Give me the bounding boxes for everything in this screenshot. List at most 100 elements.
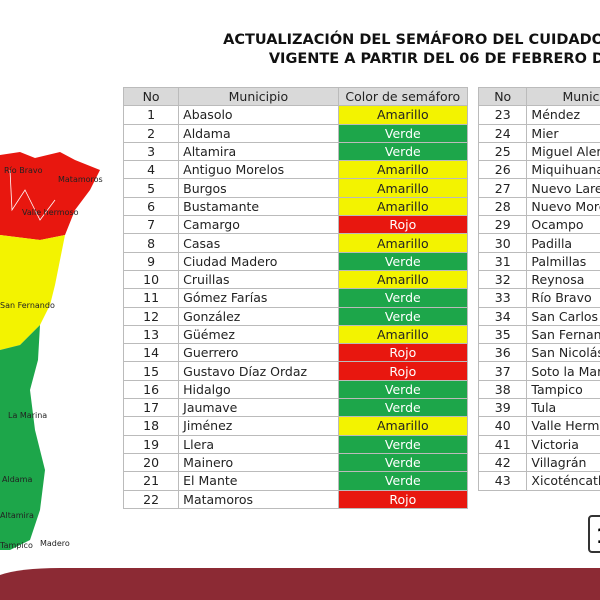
column-header: Municipio bbox=[178, 86, 339, 107]
row-number: 40 bbox=[477, 416, 528, 436]
semaforo: Amarillo bbox=[337, 178, 469, 198]
municipio: Nuevo Morelos bbox=[526, 196, 600, 217]
row-number: 11 bbox=[122, 288, 180, 308]
row: 18 Jiménez Amarillo bbox=[122, 416, 469, 436]
map-yellow bbox=[0, 235, 65, 350]
row-number: 31 bbox=[477, 251, 528, 271]
row: 7 Camargo Rojo bbox=[122, 215, 469, 235]
municipio: Reynosa bbox=[526, 269, 600, 290]
row-number: 25 bbox=[477, 141, 528, 162]
map-label: Valle hermoso bbox=[22, 208, 79, 217]
municipio: El Mante bbox=[178, 471, 339, 491]
map-border bbox=[9, 169, 56, 221]
row: 13 Güémez Amarillo bbox=[122, 324, 469, 345]
row-number: 36 bbox=[477, 343, 528, 363]
municipio: Tula bbox=[526, 398, 600, 418]
semaforo: Amarillo bbox=[337, 105, 469, 125]
row-number: 14 bbox=[122, 343, 180, 363]
municipio: Cruillas bbox=[178, 269, 339, 290]
municipio: Hidalgo bbox=[178, 379, 339, 400]
municipio: Abasolo bbox=[178, 105, 339, 125]
row-number: 13 bbox=[122, 324, 180, 345]
row: 5 Burgos Amarillo bbox=[122, 178, 469, 198]
row: 38 Tampico bbox=[477, 379, 600, 400]
municipio: Soto la Marina bbox=[526, 361, 600, 381]
row-number: 28 bbox=[477, 196, 528, 217]
semaforo: Verde bbox=[337, 306, 469, 326]
row: 36 San Nicolás bbox=[477, 343, 600, 363]
municipio: Valle Hermoso bbox=[526, 416, 600, 436]
semaforo: Verde bbox=[337, 398, 469, 418]
row-number: 18 bbox=[122, 416, 180, 436]
row-number: 8 bbox=[122, 233, 180, 253]
row: 34 San Carlos bbox=[477, 306, 600, 326]
row: 29 Ocampo bbox=[477, 215, 600, 235]
municipio: Miguel Alemán bbox=[526, 141, 600, 162]
row-number: 23 bbox=[477, 105, 528, 125]
municipio: Ciudad Madero bbox=[178, 251, 339, 271]
row: 15 Gustavo Díaz Ordaz Rojo bbox=[122, 361, 469, 381]
municipio: Jiménez bbox=[178, 416, 339, 436]
row: 43 Xicoténcatl bbox=[477, 471, 600, 491]
semaforo: Amarillo bbox=[337, 269, 469, 290]
municipio: Ocampo bbox=[526, 215, 600, 235]
row-number: 15 bbox=[122, 361, 180, 381]
row: 10 Cruillas Amarillo bbox=[122, 269, 469, 290]
municipio: Casas bbox=[178, 233, 339, 253]
row-number: 6 bbox=[122, 196, 180, 217]
column-header: Color de semáforo bbox=[337, 86, 469, 107]
table: NoMunicipio23Méndez24Mier25Miguel Alemán… bbox=[477, 86, 600, 491]
row: 23 Méndez bbox=[477, 105, 600, 125]
title: VIGENTE A PARTIR DEL 06 DE FEBRERO D bbox=[268, 51, 600, 67]
row-number: 19 bbox=[122, 434, 180, 454]
row-number: 37 bbox=[477, 361, 528, 381]
row: 9 Ciudad Madero Verde bbox=[122, 251, 469, 271]
semaforo: Amarillo bbox=[337, 416, 469, 436]
row-number: 7 bbox=[122, 215, 180, 235]
row: 32 Reynosa bbox=[477, 269, 600, 290]
municipio: Guerrero bbox=[178, 343, 339, 363]
municipio: Victoria bbox=[526, 434, 600, 454]
municipio: Altamira bbox=[178, 141, 339, 162]
header-row: No Municipio Color de semáforo bbox=[122, 86, 469, 107]
row: 41 Victoria bbox=[477, 434, 600, 454]
row-number: 29 bbox=[477, 215, 528, 235]
page-number: 1 bbox=[588, 515, 600, 553]
row: 30 Padilla bbox=[477, 233, 600, 253]
municipio: Villagrán bbox=[526, 452, 600, 473]
semaforo: Verde bbox=[337, 471, 469, 491]
table: No Municipio Color de semáforo 1 Abasolo Amar… bbox=[122, 86, 469, 509]
municipio: Méndez bbox=[526, 105, 600, 125]
municipio: Río Bravo bbox=[526, 288, 600, 308]
row-number: 21 bbox=[122, 471, 180, 491]
row: 14 Guerrero Rojo bbox=[122, 343, 469, 363]
municipio: Tampico bbox=[526, 379, 600, 400]
row: 33 Río Bravo bbox=[477, 288, 600, 308]
municipio: Miquihuana bbox=[526, 160, 600, 180]
municipio: San Fernando bbox=[526, 324, 600, 345]
semaforo: Verde bbox=[337, 452, 469, 473]
municipio: Padilla bbox=[526, 233, 600, 253]
map-red bbox=[0, 152, 100, 240]
row-number: 2 bbox=[122, 123, 180, 143]
semaforo: Rojo bbox=[337, 361, 469, 381]
row: 39 Tula bbox=[477, 398, 600, 418]
municipio: Bustamante bbox=[178, 196, 339, 217]
municipio: Antiguo Morelos bbox=[178, 160, 339, 180]
row-number: 32 bbox=[477, 269, 528, 290]
municipio: Burgos bbox=[178, 178, 339, 198]
municipio: Camargo bbox=[178, 215, 339, 235]
row-number: 33 bbox=[477, 288, 528, 308]
row: 31 Palmillas bbox=[477, 251, 600, 271]
column-header: No bbox=[477, 86, 528, 107]
row-number: 5 bbox=[122, 178, 180, 198]
column-header: Municipio bbox=[526, 86, 600, 107]
municipio: Nuevo Laredo bbox=[526, 178, 600, 198]
map-label: Altamira bbox=[0, 511, 34, 520]
row: 8 Casas Amarillo bbox=[122, 233, 469, 253]
